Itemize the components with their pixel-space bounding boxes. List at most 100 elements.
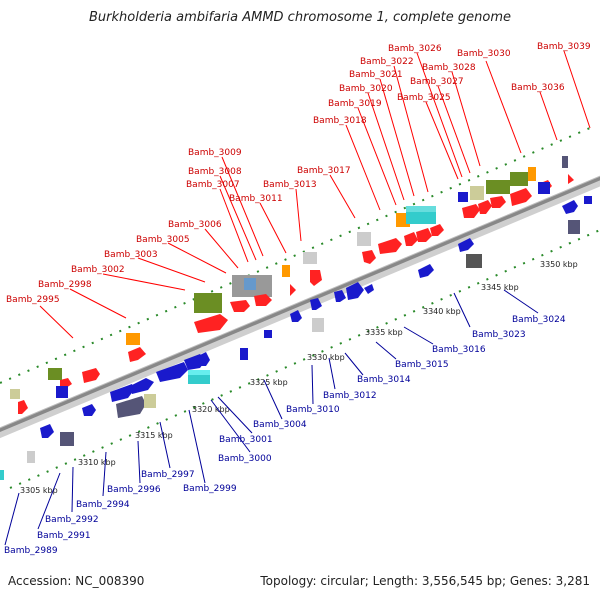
gene-box	[562, 156, 568, 168]
gene-box	[510, 172, 528, 186]
gene-box	[60, 432, 74, 446]
gene-label: Bamb_2992	[45, 515, 99, 525]
gene-arrow	[404, 232, 418, 246]
gene-box	[470, 186, 484, 200]
gene-box	[144, 394, 156, 408]
gene-arrow	[230, 300, 250, 312]
gene-label: Bamb_2997	[141, 470, 195, 480]
gene-arrow	[458, 238, 474, 252]
gene-label: Bamb_2989	[4, 546, 58, 556]
gene-arrow	[290, 284, 296, 296]
gene-label: Bamb_3011	[229, 194, 283, 204]
gene-label: Bamb_3012	[323, 391, 377, 401]
gene-arrow	[378, 238, 402, 254]
gene-box	[568, 220, 580, 234]
tick-label: 3350 kbp	[540, 260, 578, 269]
gene-arrow	[310, 270, 322, 286]
tick-label: 3320 kbp	[192, 405, 230, 414]
chromosome-backbone-highlight	[0, 175, 600, 429]
gene-arrow	[40, 424, 54, 438]
gene-label: Bamb_3006	[168, 220, 222, 230]
gene-arrow	[82, 368, 100, 383]
gene-label: Bamb_3039	[537, 42, 591, 52]
gene-label: Bamb_3019	[328, 99, 382, 109]
gene-label: Bamb_3013	[263, 180, 317, 190]
chromosome-backbone-shadow	[0, 177, 600, 439]
gene-label: Bamb_3017	[297, 166, 351, 176]
gene-label: Bamb_3025	[397, 93, 451, 103]
gene-label: Bamb_3030	[457, 49, 511, 59]
lower-gene-labels: Bamb_2989 Bamb_2991 Bamb_2992 Bamb_2994 …	[4, 315, 566, 556]
topology-label: Topology: circular; Length: 3,556,545 bp…	[260, 574, 590, 588]
gene-arrow	[290, 310, 302, 322]
gene-arrow	[130, 378, 154, 394]
gene-label: Bamb_3020	[339, 84, 393, 94]
tick-label: 3335 kbp	[365, 328, 403, 337]
tick-label: 3315 kbp	[135, 431, 173, 440]
gene-box	[27, 451, 35, 463]
gene-arrow	[478, 200, 492, 214]
gene-label: Bamb_2995	[6, 295, 60, 305]
gene-label: Bamb_3010	[286, 405, 340, 415]
gene-arrow	[310, 298, 322, 310]
gene-box	[264, 330, 272, 338]
lower-strand-genes	[0, 196, 592, 480]
gene-arrow	[128, 347, 146, 362]
gene-arrow	[156, 362, 188, 382]
gene-arrow	[430, 224, 444, 236]
gene-label: Bamb_3005	[136, 235, 190, 245]
gene-box	[538, 182, 550, 194]
gene-label: Bamb_3022	[360, 57, 414, 67]
tick-label: 3330 kbp	[307, 353, 345, 362]
gene-arrow	[490, 196, 506, 208]
gene-label: Bamb_3000	[218, 454, 272, 464]
gene-label: Bamb_2998	[38, 280, 92, 290]
gene-arrow	[110, 384, 134, 402]
upper-leader-lines	[39, 50, 591, 339]
gene-arrow	[334, 290, 346, 302]
gene-arrow	[346, 282, 364, 300]
gene-arrow	[18, 400, 28, 414]
gene-box	[188, 370, 210, 375]
gene-label: Bamb_3016	[432, 345, 486, 355]
gene-arrow	[198, 352, 210, 366]
gene-arrow	[254, 294, 272, 306]
gene-box	[528, 167, 536, 181]
gene-arrow	[418, 264, 434, 278]
gene-box	[312, 318, 324, 332]
gene-box	[466, 254, 482, 268]
gene-arrow	[116, 396, 146, 418]
gene-arrow	[462, 204, 480, 218]
lower-tick-track	[9, 229, 600, 489]
gene-box	[194, 293, 222, 313]
gene-box	[357, 232, 371, 246]
upper-gene-labels: Bamb_2995 Bamb_2998 Bamb_3002 Bamb_3003 …	[6, 42, 591, 305]
chromosome-backbone	[0, 176, 600, 432]
gene-box	[126, 333, 140, 345]
lower-leader-lines	[4, 289, 539, 546]
gene-label: Bamb_3015	[395, 360, 449, 370]
gene-box	[240, 348, 248, 360]
gene-box	[0, 470, 4, 480]
gene-label: Bamb_3036	[511, 83, 565, 93]
gene-box	[282, 265, 290, 277]
gene-label: Bamb_2999	[183, 484, 237, 494]
gene-box	[584, 196, 592, 204]
gene-arrow	[568, 174, 574, 184]
gene-label: Bamb_3027	[410, 77, 464, 87]
gene-box	[244, 278, 256, 290]
gene-box	[10, 389, 20, 399]
gene-box	[48, 368, 62, 380]
gene-label: Bamb_3008	[188, 167, 242, 177]
accession-label: Accession: NC_008390	[8, 574, 145, 588]
gene-arrow	[510, 188, 532, 206]
tick-label: 3340 kbp	[423, 307, 461, 316]
gene-box	[486, 180, 510, 194]
gene-label: Bamb_3001	[219, 435, 273, 445]
gene-label: Bamb_3026	[388, 44, 442, 54]
tick-label: 3305 kbp	[20, 486, 58, 495]
tick-label: 3325 kbp	[250, 378, 288, 387]
gene-label: Bamb_3024	[512, 315, 566, 325]
gene-label: Bamb_3004	[253, 420, 307, 430]
